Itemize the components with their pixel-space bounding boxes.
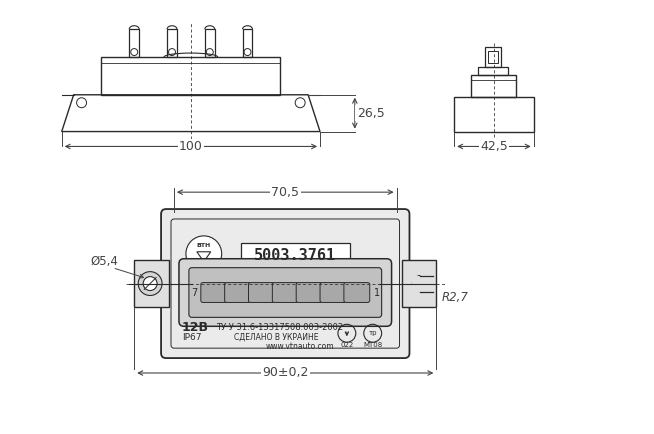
Bar <box>167 29 177 57</box>
Text: 70,5: 70,5 <box>271 186 300 199</box>
Bar <box>101 57 281 95</box>
Text: ВТН: ВТН <box>197 243 211 248</box>
Text: 26,5: 26,5 <box>357 107 385 120</box>
Bar <box>205 29 215 57</box>
Text: 12В: 12В <box>182 321 209 334</box>
Bar <box>478 67 508 75</box>
Bar <box>241 243 350 269</box>
FancyBboxPatch shape <box>320 283 346 302</box>
Text: 5003.3761: 5003.3761 <box>254 248 336 263</box>
Bar <box>134 260 169 307</box>
FancyBboxPatch shape <box>344 283 370 302</box>
FancyBboxPatch shape <box>179 259 392 326</box>
Text: 1: 1 <box>373 287 380 298</box>
Bar <box>413 276 422 292</box>
FancyBboxPatch shape <box>249 283 274 302</box>
Text: 42,5: 42,5 <box>480 140 508 153</box>
Bar <box>485 47 501 67</box>
Bar <box>488 51 498 63</box>
Text: 7: 7 <box>191 287 197 298</box>
Circle shape <box>138 272 162 296</box>
Bar <box>129 29 139 57</box>
Text: тр: тр <box>368 330 377 336</box>
Bar <box>402 260 436 307</box>
Circle shape <box>186 236 222 272</box>
Circle shape <box>143 276 157 290</box>
Text: IP67: IP67 <box>182 333 201 342</box>
FancyBboxPatch shape <box>296 283 322 302</box>
Bar <box>471 75 516 97</box>
FancyBboxPatch shape <box>201 283 227 302</box>
FancyBboxPatch shape <box>189 268 382 317</box>
Bar <box>243 29 252 57</box>
Text: СДЕЛАНО В УКРАИНЕ: СДЕЛАНО В УКРАИНЕ <box>233 333 318 342</box>
Text: R2,7: R2,7 <box>441 291 468 304</box>
Text: Ø5,4: Ø5,4 <box>90 255 118 268</box>
FancyBboxPatch shape <box>225 283 250 302</box>
Text: 100: 100 <box>179 140 203 153</box>
Bar <box>454 97 534 132</box>
Text: 022: 022 <box>340 342 354 348</box>
FancyBboxPatch shape <box>161 209 409 358</box>
Text: www.vtnauto.com: www.vtnauto.com <box>266 342 334 351</box>
Text: ТУ У 31.6-13317508.003-2002: ТУ У 31.6-13317508.003-2002 <box>216 323 343 332</box>
Text: 90±0,2: 90±0,2 <box>262 366 309 379</box>
Text: MT08: MT08 <box>363 342 383 348</box>
FancyBboxPatch shape <box>272 283 298 302</box>
